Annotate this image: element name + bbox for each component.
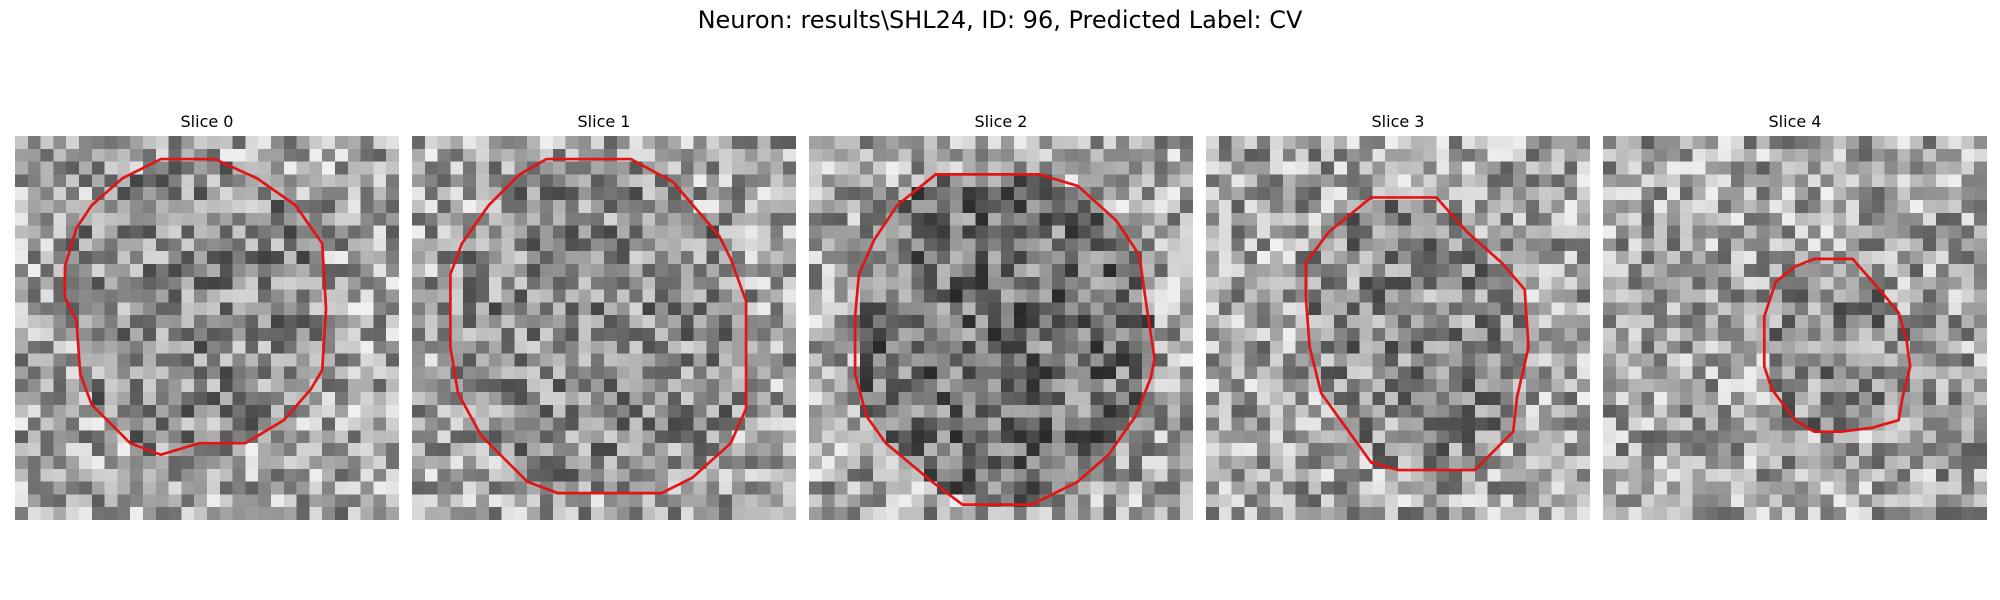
slice-panel-2: Slice 2: [809, 108, 1193, 520]
slice-panel-3: Slice 3: [1206, 108, 1590, 520]
slice-pixels-0: [15, 136, 399, 520]
slice-contour-0: [63, 157, 328, 457]
slice-panel-4: Slice 4: [1603, 108, 1987, 520]
slice-contour-1: [449, 157, 748, 495]
slice-svg-0: [63, 157, 328, 457]
slice-svg-3: [1304, 196, 1530, 472]
slice-svg-4: [1762, 257, 1912, 434]
slice-panel-0: Slice 0: [15, 108, 399, 520]
slice-pixels-2: [809, 136, 1193, 520]
slice-image-4: [1603, 136, 1987, 520]
slice-title-3: Slice 3: [1371, 112, 1425, 131]
slice-contour-2: [853, 173, 1156, 506]
slice-title-1: Slice 1: [577, 112, 631, 131]
slice-contour-3: [1304, 196, 1530, 472]
slice-title-0: Slice 0: [180, 112, 234, 131]
figure-title: Neuron: results\SHL24, ID: 96, Predicted…: [697, 6, 1303, 34]
slice-title-2: Slice 2: [974, 112, 1028, 131]
slice-svg-1: [449, 157, 748, 495]
slice-panel-1: Slice 1: [412, 108, 796, 520]
slice-pixels-4: [1603, 136, 1987, 520]
slice-image-3: [1206, 136, 1590, 520]
slice-pixels-1: [412, 136, 796, 520]
slice-contour-4: [1762, 257, 1912, 434]
slice-title-4: Slice 4: [1768, 112, 1822, 131]
slice-image-1: [412, 136, 796, 520]
slice-svg-2: [853, 173, 1156, 506]
slice-image-2: [809, 136, 1193, 520]
slice-image-0: [15, 136, 399, 520]
